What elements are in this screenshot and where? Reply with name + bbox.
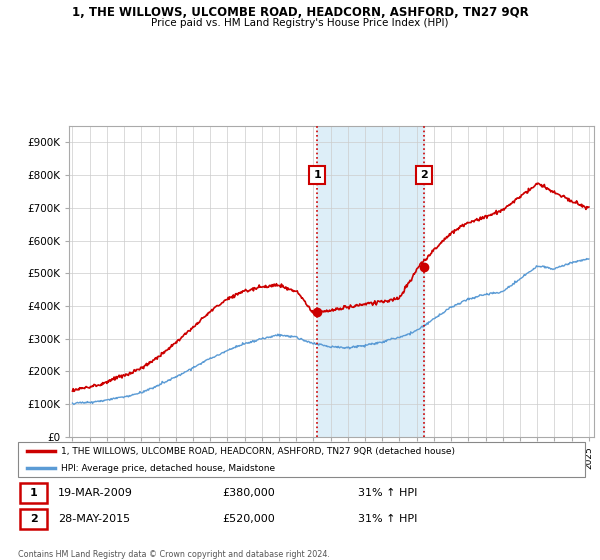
Text: 28-MAY-2015: 28-MAY-2015 bbox=[58, 514, 130, 524]
Text: 1: 1 bbox=[30, 488, 38, 498]
Text: Price paid vs. HM Land Registry's House Price Index (HPI): Price paid vs. HM Land Registry's House … bbox=[151, 18, 449, 28]
Text: £380,000: £380,000 bbox=[222, 488, 275, 498]
FancyBboxPatch shape bbox=[20, 509, 47, 529]
Text: Contains HM Land Registry data © Crown copyright and database right 2024.: Contains HM Land Registry data © Crown c… bbox=[18, 550, 330, 559]
Text: 2: 2 bbox=[420, 170, 428, 180]
Bar bbox=[317, 126, 424, 437]
Text: 19-MAR-2009: 19-MAR-2009 bbox=[58, 488, 133, 498]
FancyBboxPatch shape bbox=[18, 442, 585, 477]
Text: HPI: Average price, detached house, Maidstone: HPI: Average price, detached house, Maid… bbox=[61, 464, 275, 473]
FancyBboxPatch shape bbox=[20, 483, 47, 503]
Text: 31% ↑ HPI: 31% ↑ HPI bbox=[358, 488, 418, 498]
Text: 1, THE WILLOWS, ULCOMBE ROAD, HEADCORN, ASHFORD, TN27 9QR (detached house): 1, THE WILLOWS, ULCOMBE ROAD, HEADCORN, … bbox=[61, 446, 455, 456]
Text: 1: 1 bbox=[313, 170, 321, 180]
Text: 31% ↑ HPI: 31% ↑ HPI bbox=[358, 514, 418, 524]
Text: 2: 2 bbox=[30, 514, 38, 524]
Text: 1, THE WILLOWS, ULCOMBE ROAD, HEADCORN, ASHFORD, TN27 9QR: 1, THE WILLOWS, ULCOMBE ROAD, HEADCORN, … bbox=[71, 6, 529, 18]
Text: £520,000: £520,000 bbox=[222, 514, 275, 524]
